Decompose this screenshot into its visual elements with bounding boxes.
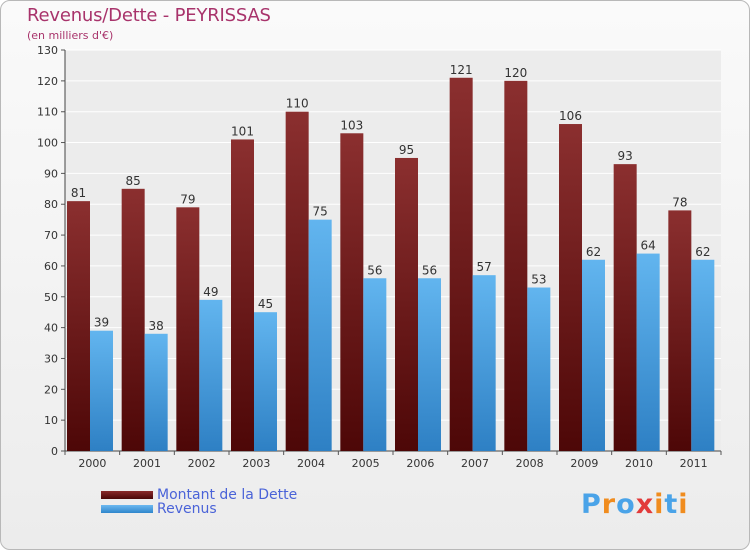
data-label-dette: 121	[450, 63, 473, 77]
logo-letter: i	[678, 489, 689, 520]
data-label-revenus: 53	[531, 273, 546, 287]
x-tick-label: 2002	[188, 457, 216, 470]
data-label-revenus: 57	[477, 260, 492, 274]
bar-dette	[285, 111, 309, 451]
x-tick-label: 2004	[297, 457, 325, 470]
bar-revenus	[691, 259, 715, 451]
y-tick-label: 30	[44, 352, 58, 365]
data-label-dette: 95	[399, 143, 414, 157]
x-tick-label: 2008	[516, 457, 544, 470]
x-tick-label: 2007	[461, 457, 489, 470]
x-tick-label: 2003	[242, 457, 270, 470]
plot-area	[65, 50, 721, 451]
y-tick-label: 120	[37, 75, 58, 88]
y-tick-label: 10	[44, 414, 58, 427]
data-label-revenus: 62	[586, 245, 601, 259]
x-tick-label: 2009	[570, 457, 598, 470]
bar-revenus	[472, 275, 496, 451]
bar-dette	[504, 80, 528, 451]
x-tick-label: 2006	[406, 457, 434, 470]
data-label-dette: 106	[559, 109, 582, 123]
bar-revenus	[199, 299, 223, 451]
data-label-revenus: 45	[258, 297, 273, 311]
legend-label-dette: Montant de la Dette	[157, 487, 298, 503]
data-label-revenus: 75	[313, 205, 328, 219]
y-tick-label: 60	[44, 260, 58, 273]
data-label-dette: 120	[504, 66, 527, 80]
data-label-revenus: 56	[422, 263, 437, 277]
data-label-dette: 93	[618, 149, 633, 163]
x-tick-label: 2005	[352, 457, 380, 470]
y-tick-label: 20	[44, 383, 58, 396]
x-tick-label: 2010	[625, 457, 653, 470]
legend-swatch-revenus	[101, 505, 153, 513]
data-label-revenus: 64	[641, 239, 656, 253]
bar-revenus	[308, 219, 332, 451]
legend-item-dette: Montant de la Dette	[101, 487, 297, 503]
bar-dette	[613, 164, 637, 451]
bar-revenus	[527, 287, 551, 451]
y-tick-label: 110	[37, 106, 58, 119]
data-label-dette: 110	[286, 97, 309, 111]
chart-subtitle: (en milliers d'€)	[27, 29, 114, 42]
bar-dette	[668, 210, 692, 451]
proxiti-logo: Proxiti	[581, 489, 689, 520]
bar-dette	[176, 207, 200, 451]
legend-item-revenus: Revenus	[101, 501, 217, 517]
data-label-dette: 103	[340, 118, 363, 132]
bar-revenus	[582, 259, 605, 451]
bar-dette	[559, 124, 582, 452]
logo-letter: i	[654, 489, 665, 520]
data-label-revenus: 56	[367, 263, 382, 277]
x-tick-label: 2000	[78, 457, 106, 470]
data-label-revenus: 38	[149, 319, 164, 333]
data-label-revenus: 39	[94, 316, 109, 330]
bar-revenus	[144, 333, 168, 451]
bar-dette	[121, 188, 145, 452]
bar-revenus	[90, 330, 113, 451]
data-label-dette: 79	[180, 192, 195, 206]
data-label-dette: 81	[71, 186, 86, 200]
bar-dette	[67, 201, 90, 451]
y-tick-label: 50	[44, 291, 58, 304]
legend-label-revenus: Revenus	[157, 501, 217, 517]
bar-revenus	[254, 312, 277, 451]
logo-letter: t	[664, 489, 679, 520]
x-tick-label: 2001	[133, 457, 161, 470]
logo-letter: x	[635, 489, 655, 520]
y-tick-label: 0	[51, 445, 58, 458]
logo-letter: P	[581, 489, 602, 520]
logo-letter: r	[601, 489, 617, 520]
logo-letter: o	[616, 489, 636, 520]
data-label-revenus: 62	[695, 245, 710, 259]
bar-revenus	[418, 278, 441, 451]
bar-dette	[231, 139, 254, 451]
bar-dette	[340, 133, 364, 452]
data-label-dette: 78	[672, 195, 687, 209]
y-tick-label: 90	[44, 167, 58, 180]
y-tick-label: 80	[44, 198, 58, 211]
bar-revenus	[636, 253, 660, 451]
x-tick-label: 2011	[680, 457, 708, 470]
data-label-dette: 85	[126, 174, 141, 188]
y-tick-label: 100	[37, 137, 58, 150]
data-label-revenus: 49	[203, 285, 218, 299]
y-tick-label: 130	[37, 44, 58, 57]
bar-dette	[449, 77, 473, 451]
legend-swatch-dette	[101, 491, 153, 499]
bar-dette	[395, 157, 418, 451]
data-label-dette: 101	[231, 124, 254, 138]
bar-revenus	[363, 278, 387, 451]
y-tick-label: 70	[44, 229, 58, 242]
y-tick-label: 40	[44, 322, 58, 335]
chart-title: Revenus/Dette - PEYRISSAS	[27, 5, 271, 26]
